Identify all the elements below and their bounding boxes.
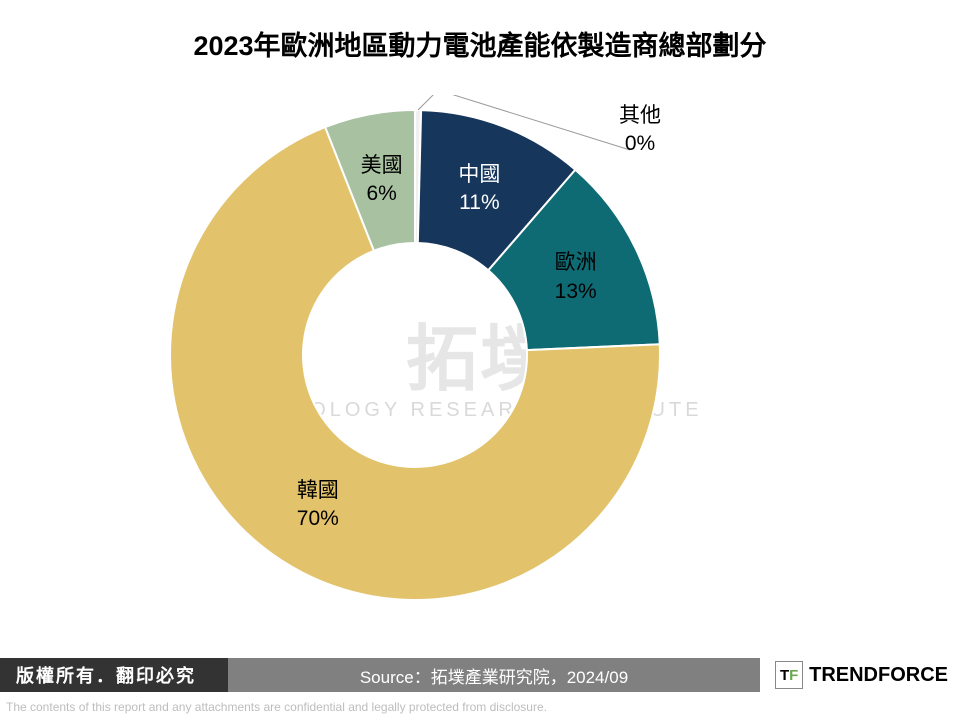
trendforce-text: TRENDFORCE (809, 664, 948, 687)
chart-title: 2023年歐洲地區動力電池產能依製造商總部劃分 (0, 24, 960, 63)
slice-label: 美國6% (337, 152, 427, 209)
source-bar: Source：拓墣產業研究院，2024/09 (228, 658, 760, 692)
source-text: Source：拓墣產業研究院，2024/09 (360, 663, 628, 688)
slice-label-outside: 其他0% (605, 102, 675, 159)
slice-label: 歐洲13% (531, 249, 621, 306)
chart-area: 拓墣 TOPOLOGY RESEARCH INSTITUTE 2023年歐洲地區… (0, 0, 960, 660)
slice-label: 韓國70% (273, 477, 363, 534)
copyright-text: 版權所有．翻印必究 (0, 662, 212, 688)
slice-label: 中國11% (434, 161, 524, 218)
copyright-bar: 版權所有．翻印必究 (0, 658, 228, 692)
trendforce-logo: TF TRENDFORCE (775, 658, 948, 692)
disclaimer-text: The contents of this report and any atta… (6, 700, 547, 714)
trendforce-icon: TF (775, 661, 803, 689)
footer-bar: 版權所有．翻印必究 Source：拓墣產業研究院，2024/09 TF TREN… (0, 658, 960, 692)
